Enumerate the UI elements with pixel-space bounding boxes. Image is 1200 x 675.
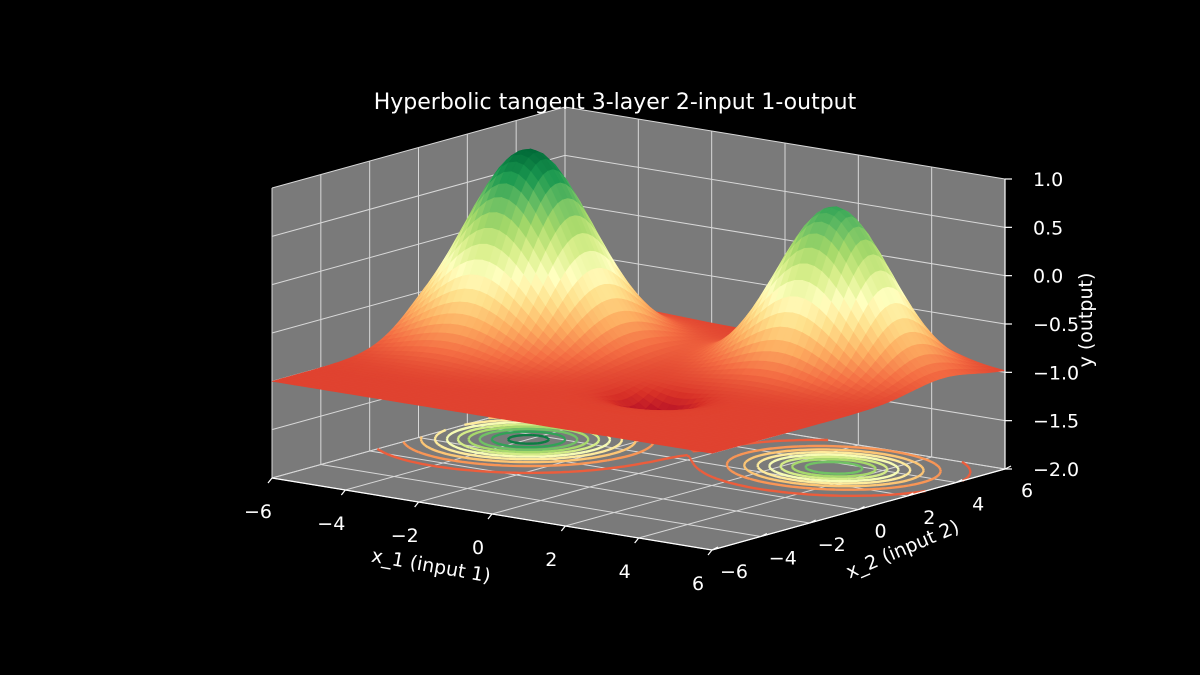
gridline-back-z	[564, 154, 1006, 228]
gridline-back-z	[564, 203, 1006, 277]
contour-line	[506, 433, 550, 445]
y-tick-label: −2	[818, 534, 846, 556]
x-tick-mark	[267, 477, 273, 484]
contour-line	[433, 418, 912, 485]
z-tick-label: −1.0	[1033, 362, 1079, 384]
y-tick-mark	[809, 519, 816, 524]
gridline-left-z	[271, 106, 566, 189]
y-tick-label: 6	[1021, 480, 1033, 502]
z-tick-label: −0.5	[1033, 314, 1079, 336]
x-tick-mark	[340, 489, 346, 496]
y-tick-label: 0	[874, 521, 886, 543]
axis-lines	[267, 178, 1012, 556]
y-tick-mark	[907, 492, 914, 497]
x-tick-mark	[634, 537, 640, 544]
surface-patch	[704, 450, 717, 454]
x-tick-label: 4	[619, 561, 631, 583]
contour-line	[445, 420, 900, 483]
x-tick-label: 0	[472, 537, 484, 559]
y-tick-mark	[760, 532, 768, 538]
gridline-back-z	[564, 106, 1006, 180]
contour-line	[467, 425, 877, 478]
x-tick-mark	[414, 501, 420, 508]
x-tick-mark	[487, 513, 493, 520]
y-tick-mark	[955, 478, 963, 484]
x-tick-label: 2	[545, 549, 557, 571]
x-tick-label: −2	[391, 525, 419, 547]
surface-plot	[271, 148, 1006, 454]
z-tick-label: −1.5	[1033, 411, 1079, 433]
contour-line	[478, 427, 864, 475]
y-tick-label: −4	[769, 548, 797, 570]
chart-title: Hyperbolic tangent 3-layer 2-input 1-out…	[374, 90, 857, 115]
z-tick-label: 0.0	[1033, 266, 1063, 288]
y-tick-label: −6	[720, 561, 748, 583]
z-axis-label: y (output)	[1075, 273, 1097, 368]
y-tick-label: 2	[923, 507, 935, 529]
x-tick-mark	[560, 525, 566, 532]
tick-labels: −6−4−20246−6−4−20246−2.0−1.5−1.0−0.50.00…	[244, 169, 1079, 595]
x-tick-mark	[707, 549, 713, 556]
x-tick-label: −4	[317, 513, 345, 535]
y-tick-mark	[711, 546, 719, 551]
z-tick-label: 1.0	[1033, 169, 1063, 191]
y-tick-label: 4	[972, 494, 984, 516]
z-tick-label: −2.0	[1033, 459, 1079, 481]
x-tick-label: −6	[244, 501, 272, 523]
contour-line	[490, 430, 567, 449]
z-tick-label: 0.5	[1033, 217, 1063, 239]
x-tick-label: 6	[692, 573, 704, 595]
y-tick-mark	[858, 505, 865, 511]
